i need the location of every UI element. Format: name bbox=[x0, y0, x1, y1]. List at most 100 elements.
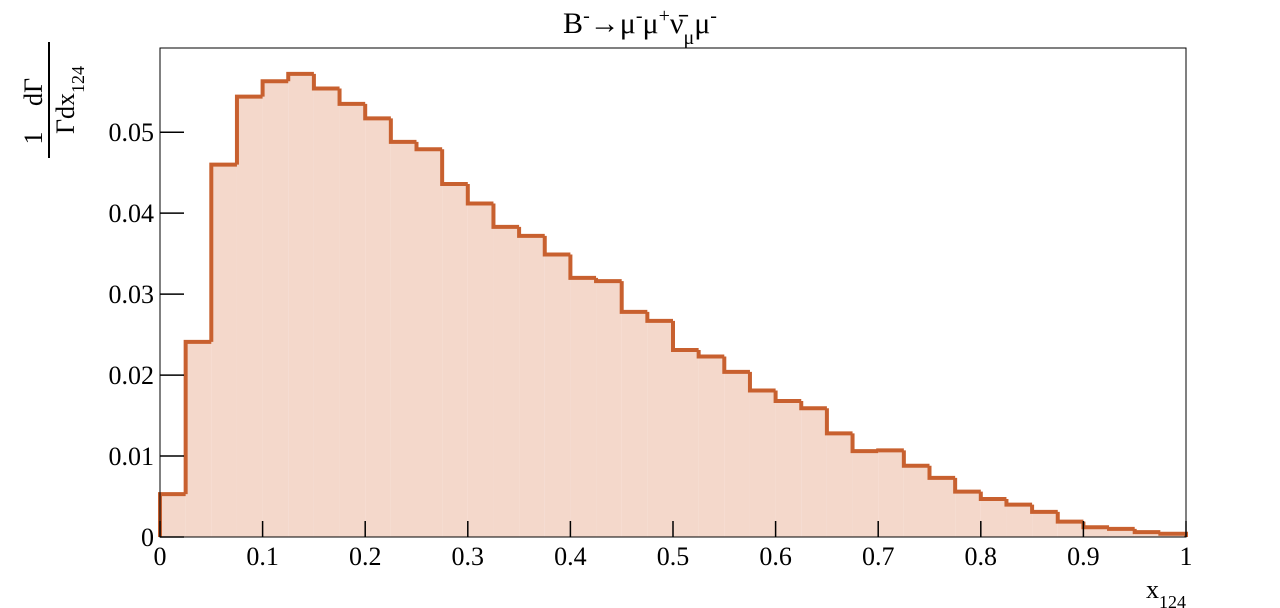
y-tick-label: 0.03 bbox=[109, 280, 155, 309]
bar-edge bbox=[850, 433, 879, 454]
x-label-part: 124 bbox=[1159, 592, 1186, 608]
bar bbox=[903, 465, 930, 537]
bar-edge bbox=[260, 79, 289, 97]
bar bbox=[160, 494, 186, 537]
y-label-part: Γdx124 bbox=[51, 66, 88, 134]
bar-edge bbox=[722, 356, 750, 374]
bar-edge bbox=[1132, 528, 1161, 535]
bar bbox=[493, 226, 520, 537]
x-tick-label: 0.4 bbox=[554, 542, 587, 571]
bar-edge bbox=[517, 226, 545, 238]
bar-edge bbox=[594, 277, 622, 284]
bar bbox=[570, 277, 597, 537]
bar bbox=[826, 433, 853, 537]
bar-edge bbox=[1107, 526, 1135, 531]
bar bbox=[878, 450, 904, 537]
bar-edge bbox=[876, 448, 904, 453]
bar bbox=[1032, 511, 1058, 537]
bar-edge bbox=[773, 390, 802, 403]
bar-edge bbox=[286, 71, 314, 82]
bar-edge bbox=[209, 162, 237, 342]
bar-edge bbox=[619, 281, 648, 314]
x-tick-label: 1 bbox=[1180, 542, 1193, 571]
title-part: + bbox=[659, 5, 670, 27]
bar-edge bbox=[440, 149, 468, 187]
title-part: - bbox=[710, 5, 717, 27]
bar-edge bbox=[799, 400, 827, 411]
bar bbox=[442, 184, 468, 537]
title-part: μ bbox=[643, 7, 659, 40]
bar bbox=[1083, 527, 1110, 537]
x-tick-label: 0.1 bbox=[246, 542, 279, 571]
bar bbox=[775, 400, 802, 537]
bar bbox=[801, 408, 827, 537]
bar-edge bbox=[491, 203, 520, 229]
bar-edge bbox=[671, 320, 699, 352]
y-tick-label: 0 bbox=[141, 523, 154, 552]
bar-edge bbox=[1081, 521, 1110, 530]
bar bbox=[647, 320, 673, 537]
bar-edge bbox=[901, 450, 930, 468]
bar-edge bbox=[388, 118, 417, 144]
title-part: - bbox=[583, 5, 590, 27]
y-tick-label: 0.02 bbox=[109, 361, 155, 390]
bar bbox=[365, 118, 391, 538]
bar bbox=[519, 235, 545, 537]
y-tick-label: 0.01 bbox=[109, 442, 155, 471]
bar bbox=[185, 341, 212, 537]
y-label-part: dΓ bbox=[19, 78, 48, 106]
bar bbox=[1006, 504, 1033, 537]
bar-edge bbox=[363, 103, 391, 121]
chart-title: B-→μ-μ+ν̄μμ- bbox=[563, 5, 717, 49]
bar bbox=[955, 491, 981, 537]
bar-edge bbox=[465, 184, 494, 206]
bar-edge bbox=[645, 311, 673, 323]
bar bbox=[724, 371, 750, 537]
bar-edge bbox=[1055, 511, 1084, 524]
bar bbox=[749, 390, 776, 537]
bar bbox=[288, 73, 314, 537]
bar bbox=[1134, 532, 1161, 537]
bar bbox=[416, 149, 443, 538]
bar bbox=[698, 356, 725, 537]
bar-edge bbox=[927, 465, 956, 480]
x-tick-label: 0.7 bbox=[862, 542, 895, 571]
title-part: B bbox=[563, 7, 583, 40]
bar bbox=[929, 477, 956, 537]
x-tick-label: 0.5 bbox=[657, 542, 690, 571]
bar bbox=[236, 96, 263, 537]
bar bbox=[621, 311, 648, 537]
bar-edge bbox=[414, 141, 443, 152]
x-tick-label: 0.6 bbox=[759, 542, 792, 571]
bar-edge bbox=[1004, 498, 1033, 507]
bar bbox=[390, 141, 417, 537]
bar-edge bbox=[747, 371, 776, 393]
y-tick-label: 0.04 bbox=[109, 199, 155, 228]
bar bbox=[980, 498, 1007, 537]
bar bbox=[852, 451, 879, 537]
x-tick-label: 0.8 bbox=[965, 542, 998, 571]
bar bbox=[1109, 528, 1135, 537]
bar-edge bbox=[234, 94, 263, 165]
x-tick-label: 0 bbox=[154, 542, 167, 571]
bar bbox=[596, 281, 622, 537]
title-part: μ bbox=[683, 27, 694, 49]
y-label-part: Γdx bbox=[51, 93, 80, 134]
title-part: →μ bbox=[590, 7, 636, 40]
bar-edge bbox=[953, 477, 981, 494]
title-part: μ bbox=[694, 7, 710, 40]
x-tick-label: 0.9 bbox=[1067, 542, 1100, 571]
y-label-part: 124 bbox=[68, 66, 88, 93]
bar-edge bbox=[696, 349, 725, 359]
bar-edge bbox=[1030, 504, 1058, 514]
bar-edge bbox=[542, 235, 571, 257]
bar-edge bbox=[568, 254, 597, 280]
bar-edge bbox=[337, 88, 366, 106]
bar bbox=[262, 81, 289, 537]
bar bbox=[1057, 521, 1084, 537]
bar bbox=[313, 88, 340, 537]
x-axis-label: x124 bbox=[1146, 575, 1186, 608]
bar-edge bbox=[824, 408, 853, 436]
